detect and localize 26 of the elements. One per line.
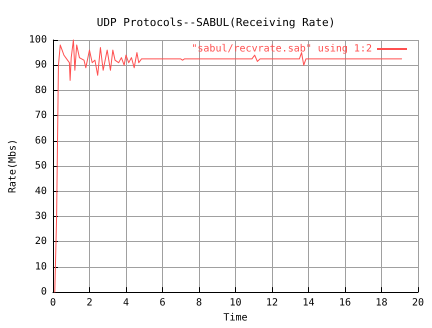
y-tick-label: 90 xyxy=(34,60,47,71)
y-tick-label: 0 xyxy=(40,286,47,298)
x-tick-label: 4 xyxy=(122,298,129,309)
y-tick-label: 60 xyxy=(34,135,47,146)
x-tick-label: 18 xyxy=(375,298,388,309)
x-tick-label: 14 xyxy=(302,298,315,309)
y-tick-label: 40 xyxy=(34,186,47,197)
x-tick-label: 12 xyxy=(266,298,278,309)
legend-label: "sabul/recvrate.sab" using 1:2 xyxy=(191,44,372,54)
y-tick-label: 100 xyxy=(28,34,47,46)
x-tick-label: 20 xyxy=(412,298,424,309)
y-tick-label: 10 xyxy=(34,261,47,272)
y-tick-label: 70 xyxy=(34,110,47,122)
y-tick-label: 20 xyxy=(34,236,47,248)
chart-title: UDP Protocols--SABUL(Receiving Rate) xyxy=(96,16,336,29)
y-tick-label: 80 xyxy=(34,84,47,96)
y-tick-label: 30 xyxy=(34,210,47,222)
x-tick-label: 10 xyxy=(229,298,242,309)
x-tick-label: 0 xyxy=(50,298,56,309)
x-tick-label: 6 xyxy=(159,298,166,309)
x-tick-label: 8 xyxy=(196,298,202,309)
y-axis-title: Rate(Mbs) xyxy=(8,138,18,194)
x-axis-title: Time xyxy=(223,312,248,324)
y-tick-label: 50 xyxy=(34,160,47,172)
x-tick-label: 16 xyxy=(338,298,352,309)
x-tick-label: 2 xyxy=(86,298,92,309)
